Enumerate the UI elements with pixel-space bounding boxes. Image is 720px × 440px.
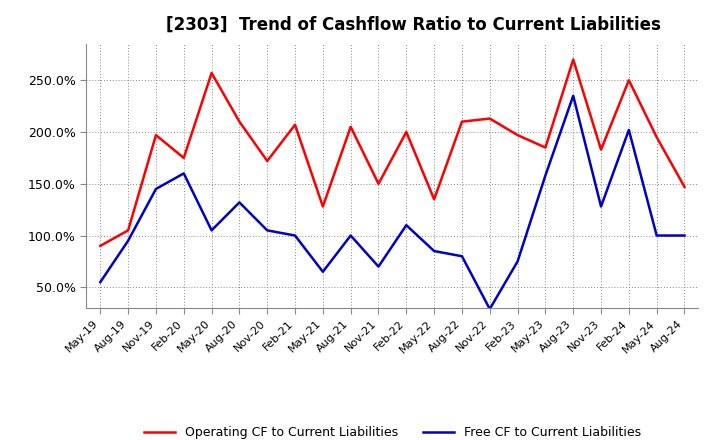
Operating CF to Current Liabilities	[458, 119, 467, 124]
Free CF to Current Liabilities	[513, 259, 522, 264]
Free CF to Current Liabilities	[430, 249, 438, 254]
Free CF to Current Liabilities	[680, 233, 689, 238]
Operating CF to Current Liabilities	[680, 184, 689, 190]
Operating CF to Current Liabilities	[430, 197, 438, 202]
Free CF to Current Liabilities	[652, 233, 661, 238]
Operating CF to Current Liabilities	[346, 124, 355, 129]
Free CF to Current Liabilities	[346, 233, 355, 238]
Free CF to Current Liabilities	[291, 233, 300, 238]
Operating CF to Current Liabilities	[374, 181, 383, 187]
Legend: Operating CF to Current Liabilities, Free CF to Current Liabilities: Operating CF to Current Liabilities, Fre…	[143, 426, 642, 439]
Free CF to Current Liabilities	[374, 264, 383, 269]
Operating CF to Current Liabilities	[597, 147, 606, 152]
Free CF to Current Liabilities	[179, 171, 188, 176]
Operating CF to Current Liabilities	[624, 77, 633, 83]
Text: [2303]  Trend of Cashflow Ratio to Current Liabilities: [2303] Trend of Cashflow Ratio to Curren…	[166, 16, 661, 34]
Line: Operating CF to Current Liabilities: Operating CF to Current Liabilities	[100, 59, 685, 246]
Free CF to Current Liabilities	[569, 93, 577, 99]
Line: Free CF to Current Liabilities: Free CF to Current Liabilities	[100, 96, 685, 309]
Free CF to Current Liabilities	[624, 127, 633, 132]
Free CF to Current Liabilities	[235, 200, 243, 205]
Free CF to Current Liabilities	[597, 204, 606, 209]
Operating CF to Current Liabilities	[124, 228, 132, 233]
Operating CF to Current Liabilities	[263, 158, 271, 164]
Free CF to Current Liabilities	[152, 186, 161, 191]
Operating CF to Current Liabilities	[96, 243, 104, 249]
Operating CF to Current Liabilities	[485, 116, 494, 121]
Free CF to Current Liabilities	[458, 253, 467, 259]
Operating CF to Current Liabilities	[541, 145, 550, 150]
Operating CF to Current Liabilities	[318, 204, 327, 209]
Free CF to Current Liabilities	[263, 228, 271, 233]
Free CF to Current Liabilities	[402, 223, 410, 228]
Operating CF to Current Liabilities	[152, 132, 161, 138]
Free CF to Current Liabilities	[96, 279, 104, 285]
Free CF to Current Liabilities	[485, 306, 494, 312]
Operating CF to Current Liabilities	[207, 70, 216, 76]
Free CF to Current Liabilities	[318, 269, 327, 275]
Operating CF to Current Liabilities	[569, 57, 577, 62]
Operating CF to Current Liabilities	[291, 122, 300, 128]
Operating CF to Current Liabilities	[652, 135, 661, 140]
Free CF to Current Liabilities	[207, 228, 216, 233]
Operating CF to Current Liabilities	[235, 119, 243, 124]
Operating CF to Current Liabilities	[402, 129, 410, 135]
Free CF to Current Liabilities	[124, 238, 132, 243]
Operating CF to Current Liabilities	[179, 155, 188, 161]
Operating CF to Current Liabilities	[513, 132, 522, 138]
Free CF to Current Liabilities	[541, 173, 550, 178]
